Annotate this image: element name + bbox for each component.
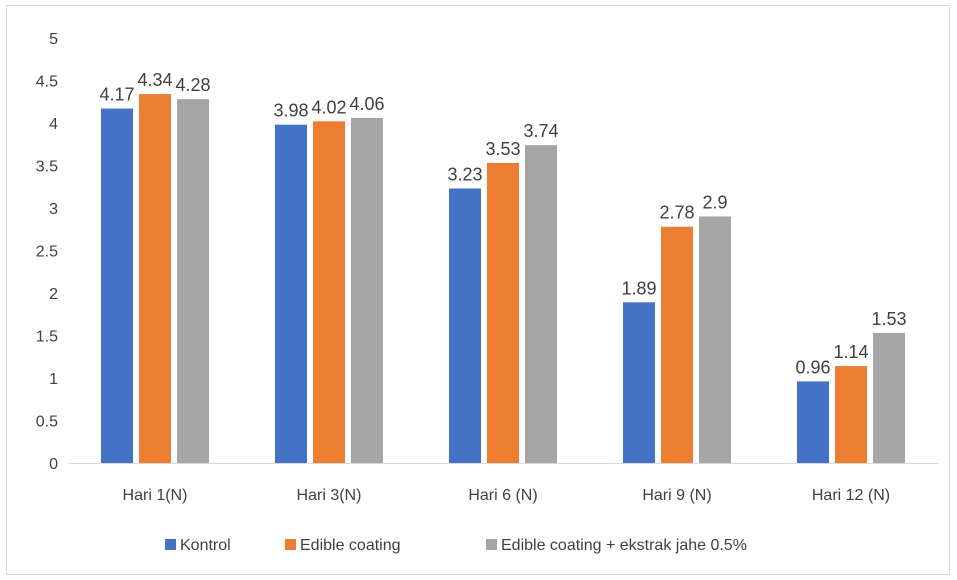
x-tick-label: Hari 6 (N) xyxy=(468,487,537,504)
x-tick-label: Hari 9 (N) xyxy=(642,487,711,504)
bar xyxy=(525,145,557,463)
data-label: 3.98 xyxy=(273,101,308,121)
data-label: 0.96 xyxy=(795,357,830,377)
bar xyxy=(661,226,693,463)
data-label: 3.74 xyxy=(523,121,558,141)
bar xyxy=(101,108,133,464)
legend: Kontrol Edible coating Edible coating + ek… xyxy=(165,537,747,554)
bar xyxy=(449,188,481,463)
x-axis-category-labels: Hari 1(N) Hari 3(N) Hari 6 (N) Hari 9 (N) Ha… xyxy=(123,487,891,504)
bar xyxy=(835,366,867,463)
x-tick-label: Hari 3(N) xyxy=(297,487,362,504)
y-tick-label: 0 xyxy=(49,456,58,473)
y-tick-label: 3.5 xyxy=(36,159,58,176)
legend-entry: Edible coating xyxy=(300,537,401,554)
data-labels: 4.174.34 4.28 3.98 4.02 4.06 3.233.533.74 1.89… xyxy=(99,70,906,377)
y-tick-label: 2 xyxy=(49,286,58,303)
data-label: 2.78 xyxy=(659,203,694,223)
bar xyxy=(275,124,307,463)
y-tick-label: 1.5 xyxy=(36,329,58,346)
bar xyxy=(873,332,905,463)
data-label: 3.53 xyxy=(485,139,520,159)
y-tick-label: 4 xyxy=(49,116,58,133)
legend-swatch xyxy=(486,539,497,550)
data-label: 2.9 xyxy=(702,193,727,213)
bar xyxy=(797,381,829,463)
data-label: 1.89 xyxy=(621,278,656,298)
data-label: 4.17 xyxy=(99,85,134,105)
legend-swatch xyxy=(285,539,296,550)
data-label: 1.14 xyxy=(833,342,868,362)
bar xyxy=(623,302,655,463)
y-tick-label: 3 xyxy=(49,201,58,218)
x-tick-label: Hari 12 (N) xyxy=(812,487,890,504)
data-label: 4.06 xyxy=(349,94,384,114)
data-label: 4.02 xyxy=(311,97,346,117)
data-label: 1.53 xyxy=(871,309,906,329)
bar xyxy=(139,94,171,463)
legend-swatch xyxy=(165,539,176,550)
bar xyxy=(351,117,383,464)
y-tick-label: 2.5 xyxy=(36,244,58,261)
y-tick-label: 1 xyxy=(49,371,58,388)
y-tick-label: 5 xyxy=(49,31,58,48)
y-axis-ticks: 0 0.5 1 1.5 2 2.5 3 3.5 4 4.5 5 xyxy=(36,31,58,473)
bar xyxy=(313,121,345,464)
data-label: 4.28 xyxy=(175,75,210,95)
bar xyxy=(699,216,731,463)
y-tick-label: 4.5 xyxy=(36,74,58,91)
bar xyxy=(177,99,209,463)
legend-entry: Kontrol xyxy=(180,537,231,554)
y-tick-label: 0.5 xyxy=(36,414,58,431)
bar-series xyxy=(101,94,905,464)
data-label: 3.23 xyxy=(447,164,482,184)
bar xyxy=(487,162,519,463)
legend-entry: Edible coating + ekstrak jahe 0.5% xyxy=(501,537,747,554)
data-label: 4.34 xyxy=(137,70,172,90)
x-tick-label: Hari 1(N) xyxy=(123,487,188,504)
